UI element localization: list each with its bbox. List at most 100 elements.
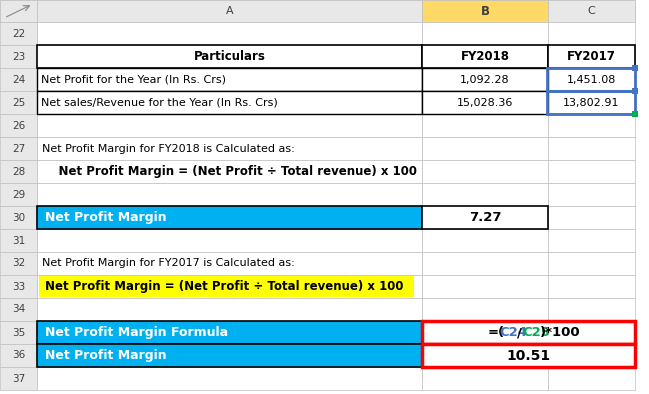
Bar bbox=[632, 88, 638, 94]
Bar bbox=[548, 206, 635, 229]
Bar bbox=[548, 298, 635, 321]
Bar bbox=[422, 298, 548, 321]
Bar bbox=[37, 183, 422, 206]
Bar bbox=[422, 0, 548, 22]
Bar bbox=[37, 68, 422, 91]
Bar bbox=[37, 206, 422, 229]
Bar bbox=[422, 367, 548, 390]
Text: Net Profit Margin Formula: Net Profit Margin Formula bbox=[45, 326, 228, 339]
Bar bbox=[0, 137, 37, 160]
Bar bbox=[422, 68, 548, 91]
Text: =(: =( bbox=[488, 326, 505, 339]
Text: C: C bbox=[587, 6, 595, 16]
Bar bbox=[0, 183, 37, 206]
Text: 22: 22 bbox=[12, 28, 25, 39]
Text: 30: 30 bbox=[12, 212, 25, 223]
Bar bbox=[0, 298, 37, 321]
Text: 34: 34 bbox=[12, 305, 25, 314]
Text: 24: 24 bbox=[12, 74, 25, 84]
Bar bbox=[37, 91, 422, 114]
Bar bbox=[548, 45, 635, 68]
Bar bbox=[422, 321, 635, 344]
Bar bbox=[548, 91, 635, 114]
Bar bbox=[0, 114, 37, 137]
Bar bbox=[37, 206, 422, 229]
Bar bbox=[422, 45, 548, 68]
Bar bbox=[548, 183, 635, 206]
Bar bbox=[0, 160, 37, 183]
Text: 13,802.91: 13,802.91 bbox=[563, 97, 620, 108]
Bar bbox=[37, 114, 422, 137]
Text: C24: C24 bbox=[500, 326, 528, 339]
Bar bbox=[0, 0, 37, 22]
Bar bbox=[548, 68, 635, 91]
Text: 15,028.36: 15,028.36 bbox=[457, 97, 513, 108]
Bar bbox=[632, 111, 638, 117]
Text: /: / bbox=[517, 326, 522, 339]
Bar bbox=[0, 344, 37, 367]
Text: Net Profit for the Year (In Rs. Crs): Net Profit for the Year (In Rs. Crs) bbox=[41, 74, 226, 84]
Bar bbox=[548, 344, 635, 367]
Bar bbox=[37, 275, 422, 298]
Bar bbox=[0, 229, 37, 252]
Bar bbox=[548, 321, 635, 344]
Bar bbox=[548, 68, 635, 91]
Text: 27: 27 bbox=[12, 143, 25, 154]
Text: 37: 37 bbox=[12, 374, 25, 383]
Bar bbox=[0, 367, 37, 390]
Text: A: A bbox=[226, 6, 233, 16]
Bar bbox=[37, 367, 422, 390]
Bar bbox=[37, 45, 422, 68]
Bar bbox=[548, 160, 635, 183]
Bar bbox=[37, 22, 422, 45]
Bar bbox=[0, 321, 37, 344]
Text: FY2018: FY2018 bbox=[461, 50, 509, 63]
Bar bbox=[547, 68, 635, 91]
Bar bbox=[547, 91, 635, 114]
Bar bbox=[422, 91, 548, 114]
Bar bbox=[37, 0, 422, 22]
Bar bbox=[548, 22, 635, 45]
Text: 36: 36 bbox=[12, 351, 25, 361]
Bar bbox=[0, 275, 37, 298]
Text: 26: 26 bbox=[12, 121, 25, 130]
Bar bbox=[37, 344, 422, 367]
Bar bbox=[422, 45, 548, 68]
Bar bbox=[37, 344, 422, 367]
Bar bbox=[422, 137, 548, 160]
Text: 23: 23 bbox=[12, 52, 25, 61]
Text: Net Profit Margin: Net Profit Margin bbox=[45, 211, 167, 224]
Bar bbox=[0, 0, 635, 22]
Bar bbox=[37, 68, 422, 91]
Text: C25: C25 bbox=[522, 326, 550, 339]
Bar bbox=[0, 45, 37, 68]
Bar bbox=[37, 229, 422, 252]
Bar bbox=[0, 68, 37, 91]
Text: Net sales/Revenue for the Year (In Rs. Crs): Net sales/Revenue for the Year (In Rs. C… bbox=[41, 97, 278, 108]
Bar bbox=[422, 206, 548, 229]
Bar bbox=[37, 160, 422, 183]
Bar bbox=[37, 252, 422, 275]
Text: Net Profit Margin = (Net Profit ÷ Total revenue) x 100: Net Profit Margin = (Net Profit ÷ Total … bbox=[45, 280, 404, 293]
Bar bbox=[37, 137, 422, 160]
Text: 28: 28 bbox=[12, 167, 25, 177]
Bar bbox=[548, 0, 635, 22]
Text: Net Profit Margin for FY2017 is Calculated as:: Net Profit Margin for FY2017 is Calculat… bbox=[42, 258, 295, 268]
Bar bbox=[422, 229, 548, 252]
Bar bbox=[548, 367, 635, 390]
Bar bbox=[422, 275, 548, 298]
Text: 32: 32 bbox=[12, 258, 25, 268]
Bar bbox=[422, 68, 548, 91]
Text: 1,092.28: 1,092.28 bbox=[460, 74, 510, 84]
Bar bbox=[422, 160, 548, 183]
Bar bbox=[0, 22, 37, 45]
Bar bbox=[37, 298, 422, 321]
Bar bbox=[422, 206, 548, 229]
Bar bbox=[548, 137, 635, 160]
Bar bbox=[37, 91, 422, 114]
Text: 25: 25 bbox=[12, 97, 25, 108]
Text: Net Profit Margin: Net Profit Margin bbox=[45, 349, 167, 362]
Text: Particulars: Particulars bbox=[193, 50, 265, 63]
Text: 31: 31 bbox=[12, 236, 25, 245]
Text: FY2017: FY2017 bbox=[567, 50, 616, 63]
